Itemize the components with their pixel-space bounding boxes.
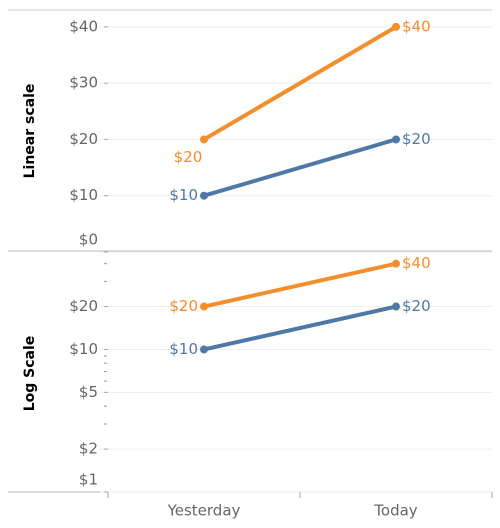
y-tick-label: $10	[69, 186, 98, 204]
point	[200, 302, 208, 311]
series-line	[202, 25, 398, 142]
y-tick-label: $20	[69, 297, 98, 315]
series-line	[203, 304, 397, 352]
series-line	[203, 137, 397, 198]
point	[200, 345, 208, 354]
point	[200, 191, 208, 200]
y-tick-label: $2	[79, 440, 98, 458]
y-tick-label: $5	[79, 383, 98, 401]
data-label: $20	[169, 297, 198, 315]
y-tick-label: $0	[79, 231, 98, 249]
data-label: $40	[402, 17, 431, 35]
point	[392, 259, 400, 268]
data-label: $20	[174, 148, 203, 166]
y-axis-title: Linear scale	[22, 84, 38, 179]
y-tick-label: $40	[69, 17, 98, 35]
data-label: $40	[402, 254, 431, 272]
y-tick-label: $1	[79, 471, 98, 489]
x-tick-label: Today	[373, 502, 418, 520]
series-line	[203, 261, 397, 309]
point	[392, 135, 400, 144]
data-label: $10	[169, 186, 198, 204]
data-label: $20	[402, 297, 431, 315]
y-tick-label: $20	[69, 130, 98, 148]
data-label: $10	[169, 340, 198, 358]
x-tick-label: Yesterday	[167, 502, 241, 520]
y-tick-label: $10	[69, 340, 98, 358]
point	[392, 22, 400, 31]
point	[200, 135, 208, 144]
point	[392, 302, 400, 311]
y-axis-title: Log Scale	[22, 336, 38, 412]
data-label: $20	[402, 130, 431, 148]
y-tick-label: $30	[69, 74, 98, 92]
